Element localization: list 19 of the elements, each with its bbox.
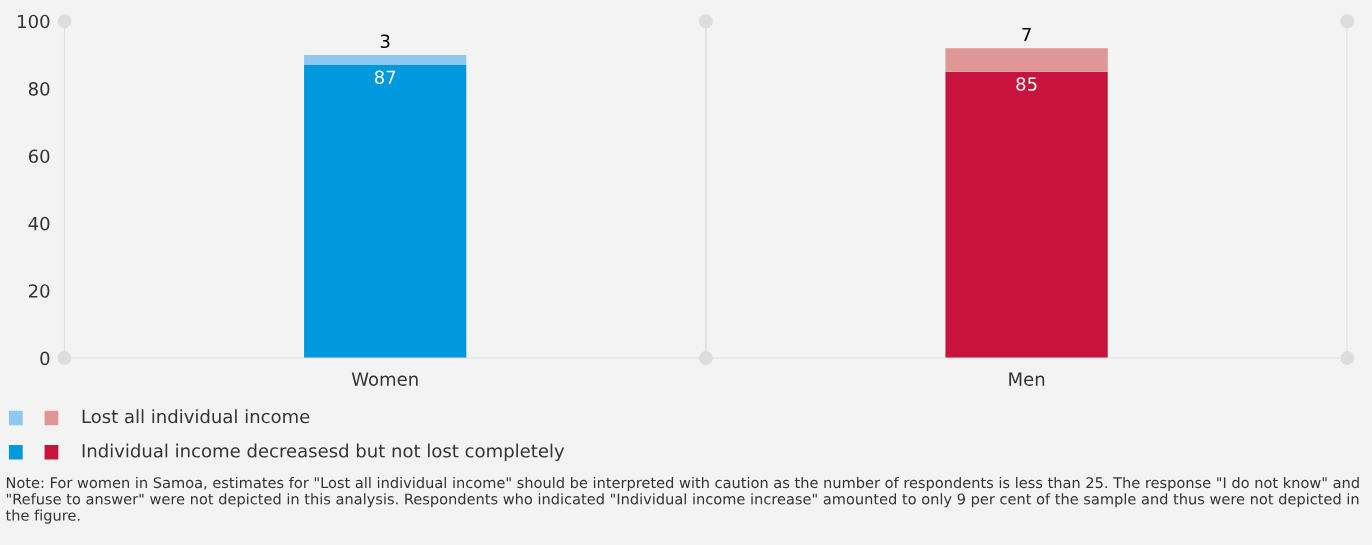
data-label: 7	[1022, 27, 1031, 42]
y-tick-label: 80	[28, 82, 50, 96]
y-tick-label: 20	[28, 284, 50, 298]
y-tick-label: 0	[40, 351, 50, 366]
y-tick-label: 40	[28, 216, 50, 231]
x-tick-label: Women	[351, 372, 418, 386]
bar	[945, 48, 1108, 72]
legend-label: Individual income decreasesd but not lost completely	[82, 443, 565, 462]
x-tick-label: Men	[1009, 372, 1045, 386]
data-label: 87	[374, 70, 396, 85]
y-tick-label: 60	[28, 149, 50, 164]
y-tick-label: 100	[18, 14, 50, 29]
legend-label: Lost all individual income	[82, 409, 310, 424]
data-label: 3	[380, 34, 390, 49]
bar	[945, 71, 1108, 359]
bar	[304, 54, 467, 66]
text: Note: For women in Samoa, estimates for "Lost all individual income" should be interpreted with caution as the number of respondents is less than 25. The response "I do not know" and "Refuse to answer" were not depicted in this analysis. Respondents who indicated "Individual income increase" amounted to only 9 per cent of the sample and thus were not depicted in the figure.	[5, 476, 1359, 524]
bar	[304, 65, 467, 359]
data-label: 85	[1016, 77, 1037, 91]
